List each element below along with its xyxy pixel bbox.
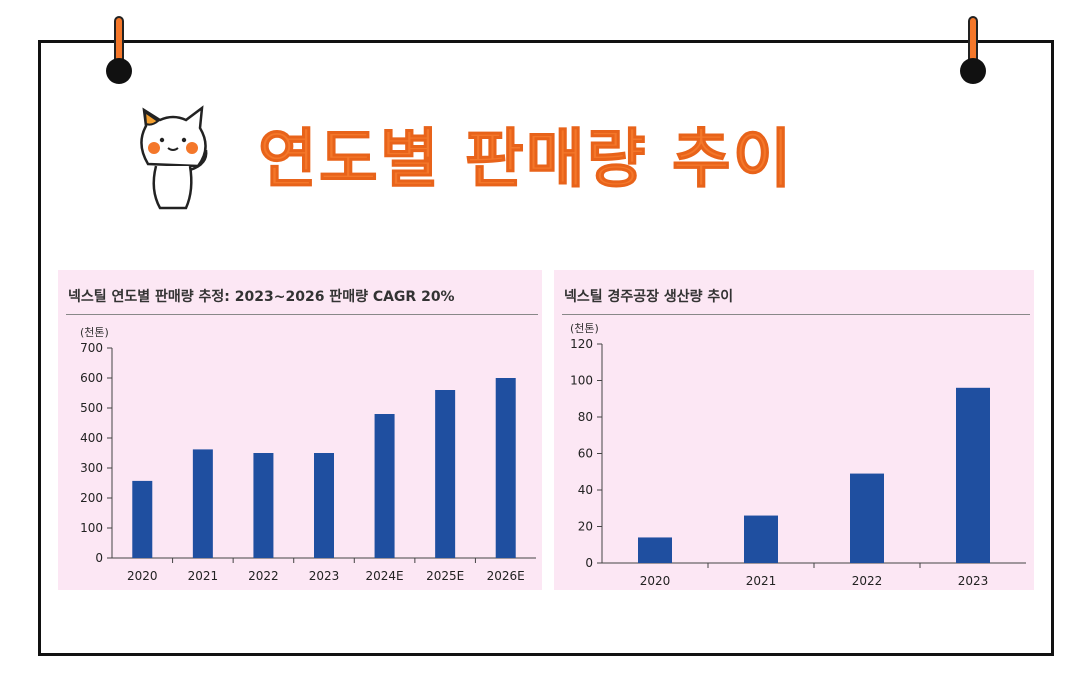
bar-2023	[314, 453, 334, 558]
sales-bar-chart: (천톤) 0 100 200 300 400 500 600 700 2020 2021 2022 20…	[80, 325, 536, 583]
chart-panel-production: 넥스틸 경주공장 생산량 추이 (천톤) 0 20 40 60 80 100 120 2020 2…	[554, 270, 1034, 590]
x-tick-label: 2021	[188, 569, 219, 583]
y-tick-label: 400	[80, 431, 103, 445]
bar-2022	[253, 453, 274, 558]
x-tick-label: 2023	[309, 569, 340, 583]
x-tick-label: 2022	[852, 574, 883, 588]
x-tick-label: 2020	[127, 569, 158, 583]
y-tick-label: 80	[578, 410, 593, 424]
y-tick-label: 100	[570, 374, 593, 388]
x-tick-label: 2020	[640, 574, 671, 588]
y-tick-label: 200	[80, 491, 103, 505]
bar-2021	[192, 449, 213, 558]
y-unit-label: (천톤)	[80, 325, 109, 339]
production-bar-chart: (천톤) 0 20 40 60 80 100 120 2020 2021 2022 2023	[570, 321, 1026, 588]
page-title: 연도별 판매량 추이	[258, 123, 794, 198]
x-tick-label: 2025E	[426, 569, 464, 583]
y-tick-label: 500	[80, 401, 103, 415]
bar-2024E	[374, 414, 395, 558]
y-tick-label: 300	[80, 461, 103, 475]
y-tick-label: 120	[570, 337, 593, 351]
x-tick-label: 2026E	[487, 569, 525, 583]
left-pin-icon	[106, 16, 132, 84]
x-tick-label: 2024E	[366, 569, 404, 583]
y-tick-label: 60	[578, 447, 593, 461]
y-unit-label: (천톤)	[570, 321, 599, 335]
bar-2020	[132, 480, 153, 558]
y-tick-label: 20	[578, 520, 593, 534]
bar-2022	[850, 473, 884, 563]
x-tick-label: 2022	[248, 569, 279, 583]
chart-title-sales: 넥스틸 연도별 판매량 추정: 2023~2026 판매량 CAGR 20%	[68, 289, 455, 305]
title-divider	[562, 314, 1030, 315]
y-tick-label: 0	[585, 556, 593, 570]
bar-2026E	[495, 378, 516, 558]
y-tick-label: 700	[80, 341, 103, 355]
y-tick-label: 600	[80, 371, 103, 385]
y-tick-label: 0	[95, 551, 103, 565]
chart-title-production: 넥스틸 경주공장 생산량 추이	[564, 289, 734, 305]
bar-2025E	[435, 390, 456, 558]
y-tick-label: 40	[578, 483, 593, 497]
bar-2023	[956, 387, 990, 563]
x-tick-label: 2021	[746, 574, 777, 588]
bar-2020	[638, 537, 672, 563]
x-tick-label: 2023	[958, 574, 989, 588]
right-pin-icon	[960, 16, 986, 84]
cat-mascot-icon	[140, 105, 208, 210]
title-divider	[66, 314, 538, 315]
chart-panel-sales: 넥스틸 연도별 판매량 추정: 2023~2026 판매량 CAGR 20% (…	[58, 270, 542, 590]
bar-2021	[744, 515, 778, 563]
y-tick-label: 100	[80, 521, 103, 535]
